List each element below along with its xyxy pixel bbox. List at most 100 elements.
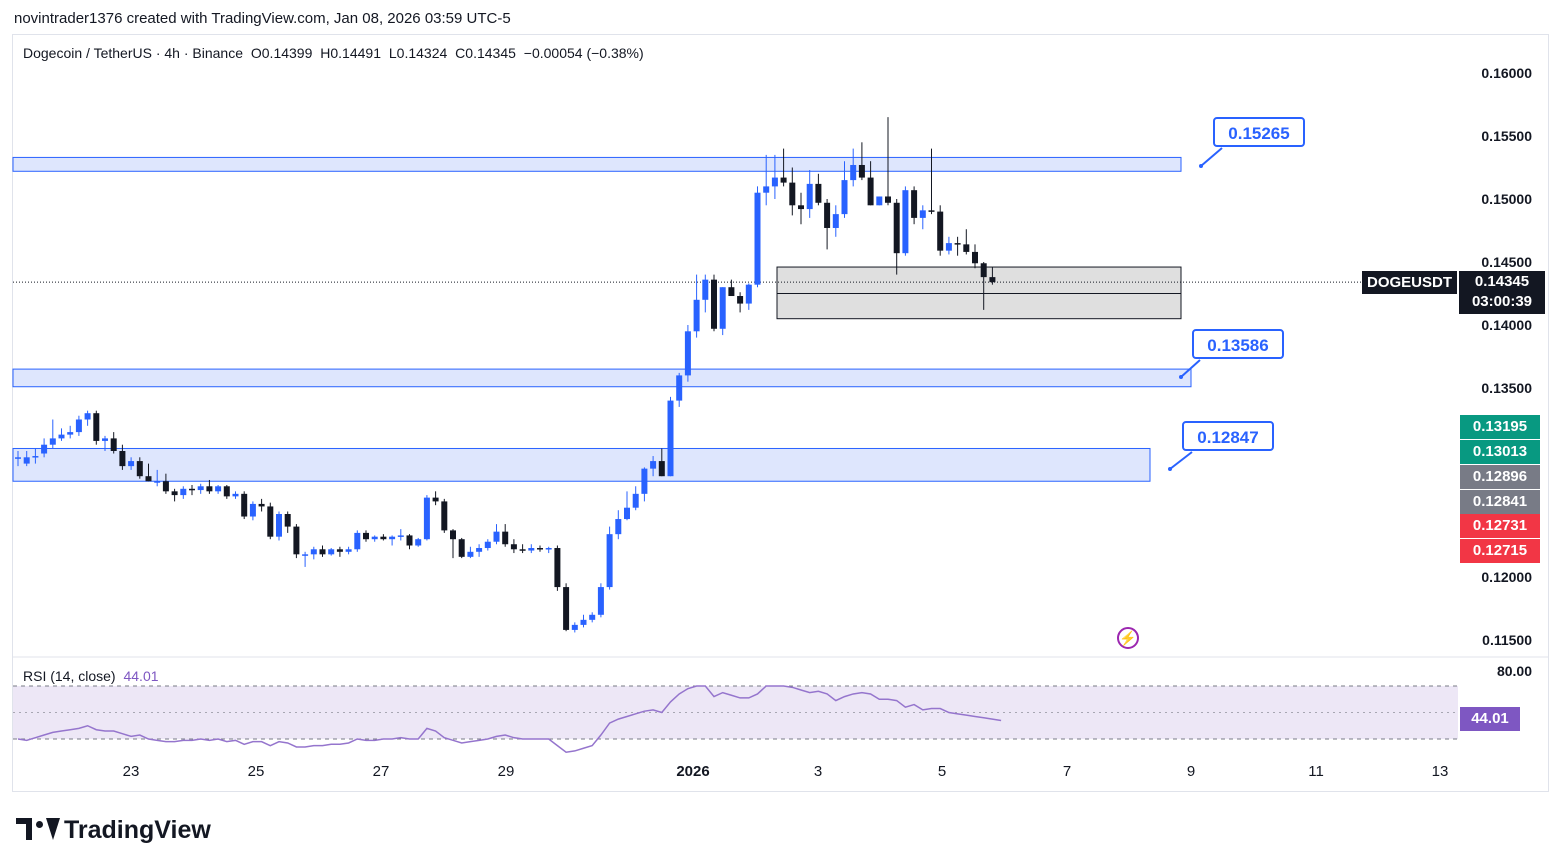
callout-leader bbox=[1180, 359, 1201, 378]
rsi-upper-tick: 80.00 bbox=[1496, 663, 1532, 679]
candle-body bbox=[571, 624, 578, 630]
candle-body bbox=[658, 461, 665, 477]
candle-body bbox=[23, 457, 30, 464]
callout-leader bbox=[1200, 147, 1223, 167]
price-tag-gray: 0.12841 bbox=[1460, 490, 1540, 514]
candle-body bbox=[319, 549, 326, 555]
candle-body bbox=[136, 461, 143, 477]
candle-body bbox=[258, 503, 265, 507]
candle-body bbox=[249, 503, 256, 517]
callout-leader bbox=[1169, 451, 1193, 470]
candle-body bbox=[58, 434, 65, 439]
candle-body bbox=[180, 488, 187, 496]
candle-body bbox=[876, 196, 883, 206]
tradingview-logo-icon bbox=[16, 818, 60, 840]
candle-body bbox=[597, 587, 604, 615]
candle-body bbox=[102, 438, 108, 441]
consolidation-range-box bbox=[776, 266, 1182, 320]
candle-body bbox=[458, 539, 465, 557]
time-tick-year: 2026 bbox=[676, 763, 710, 780]
candle-body bbox=[693, 299, 700, 332]
price-tick: 0.11500 bbox=[1482, 632, 1532, 648]
candle-body bbox=[93, 413, 100, 441]
candle-body bbox=[850, 164, 857, 181]
candle-body bbox=[789, 182, 796, 206]
candle-body bbox=[702, 279, 709, 300]
candle-body bbox=[972, 251, 978, 264]
candle-body bbox=[580, 619, 587, 625]
candle-body bbox=[84, 413, 91, 420]
candle-body bbox=[162, 481, 169, 492]
candle-body bbox=[528, 548, 535, 551]
zone-callout-middle[interactable]: 0.13586 bbox=[1192, 329, 1284, 359]
candle-body bbox=[763, 186, 770, 193]
time-tick: 25 bbox=[247, 763, 265, 780]
price-tick: 0.13500 bbox=[1481, 380, 1532, 396]
change-value: −0.00054 (−0.38%) bbox=[523, 45, 644, 61]
price-tag-red: 0.12715 bbox=[1460, 539, 1540, 563]
price-tick: 0.14500 bbox=[1481, 254, 1532, 270]
chart-author-header: novintrader1376 created with TradingView… bbox=[14, 10, 511, 27]
rsi-line bbox=[17, 685, 1002, 754]
support-resistance-zone bbox=[12, 447, 1151, 482]
candle-body bbox=[919, 210, 926, 218]
candle-body bbox=[963, 244, 970, 252]
candle-body bbox=[67, 432, 74, 435]
symbol-label[interactable]: Dogecoin / TetherUS · 4h · Binance bbox=[23, 45, 243, 61]
price-tag-green: 0.13013 bbox=[1460, 440, 1540, 464]
bar-countdown: 03:00:39 bbox=[1471, 293, 1533, 310]
candle-body bbox=[389, 536, 396, 540]
candle-body bbox=[197, 486, 204, 491]
candle-body bbox=[41, 444, 48, 454]
candle-body bbox=[441, 501, 448, 531]
time-tick: 11 bbox=[1308, 763, 1324, 780]
time-tick: 5 bbox=[937, 763, 947, 780]
time-tick: 29 bbox=[497, 763, 515, 780]
price-tag-red: 0.12731 bbox=[1460, 514, 1540, 538]
symbol-price-badge: DOGEUSDT bbox=[1362, 271, 1457, 294]
rsi-label[interactable]: RSI (14, close) bbox=[23, 668, 116, 684]
time-tick: 9 bbox=[1186, 763, 1196, 780]
candle-body bbox=[75, 419, 82, 433]
time-tick: 3 bbox=[813, 763, 823, 780]
callout-anchor bbox=[1179, 375, 1183, 379]
candle-body bbox=[667, 400, 674, 477]
ohlc-legend: Dogecoin / TetherUS · 4h · Binance O0.14… bbox=[23, 45, 644, 61]
candle-body bbox=[798, 205, 804, 210]
candle-body bbox=[519, 549, 526, 551]
zone-callout-lower[interactable]: 0.12847 bbox=[1182, 421, 1274, 451]
callout-anchor bbox=[1168, 467, 1172, 471]
candle-body bbox=[493, 531, 500, 542]
candle-body bbox=[684, 331, 691, 376]
candle-body bbox=[450, 530, 456, 540]
tradingview-logo[interactable]: TradingView bbox=[16, 816, 211, 845]
candle-body bbox=[241, 493, 248, 517]
candle-body bbox=[589, 614, 596, 620]
candle-body bbox=[545, 548, 552, 550]
candle-body bbox=[754, 192, 761, 285]
candle-body bbox=[49, 438, 56, 445]
candle-body bbox=[737, 296, 744, 304]
candle-body bbox=[858, 164, 865, 178]
candle-body bbox=[345, 549, 352, 552]
flash-icon[interactable]: ⚡ bbox=[1117, 627, 1139, 649]
candle-body bbox=[824, 202, 831, 228]
time-tick: 27 bbox=[372, 763, 390, 780]
low-value: L0.14324 bbox=[388, 45, 448, 61]
candle-body bbox=[954, 243, 961, 245]
candle-body bbox=[832, 214, 839, 228]
candle-body bbox=[945, 243, 952, 251]
candle-body bbox=[380, 536, 387, 540]
candle-body bbox=[867, 177, 874, 206]
candle-body bbox=[902, 190, 909, 254]
high-value: H0.14491 bbox=[320, 45, 381, 61]
candle-body bbox=[232, 493, 239, 497]
candle-body bbox=[328, 549, 335, 555]
candle-body bbox=[928, 210, 935, 212]
current-price-badge: 0.14345 03:00:39 bbox=[1459, 271, 1545, 314]
candle-body bbox=[937, 211, 944, 251]
candle-body bbox=[128, 461, 135, 467]
candle-body bbox=[711, 279, 717, 329]
zone-callout-upper[interactable]: 0.15265 bbox=[1213, 117, 1305, 147]
